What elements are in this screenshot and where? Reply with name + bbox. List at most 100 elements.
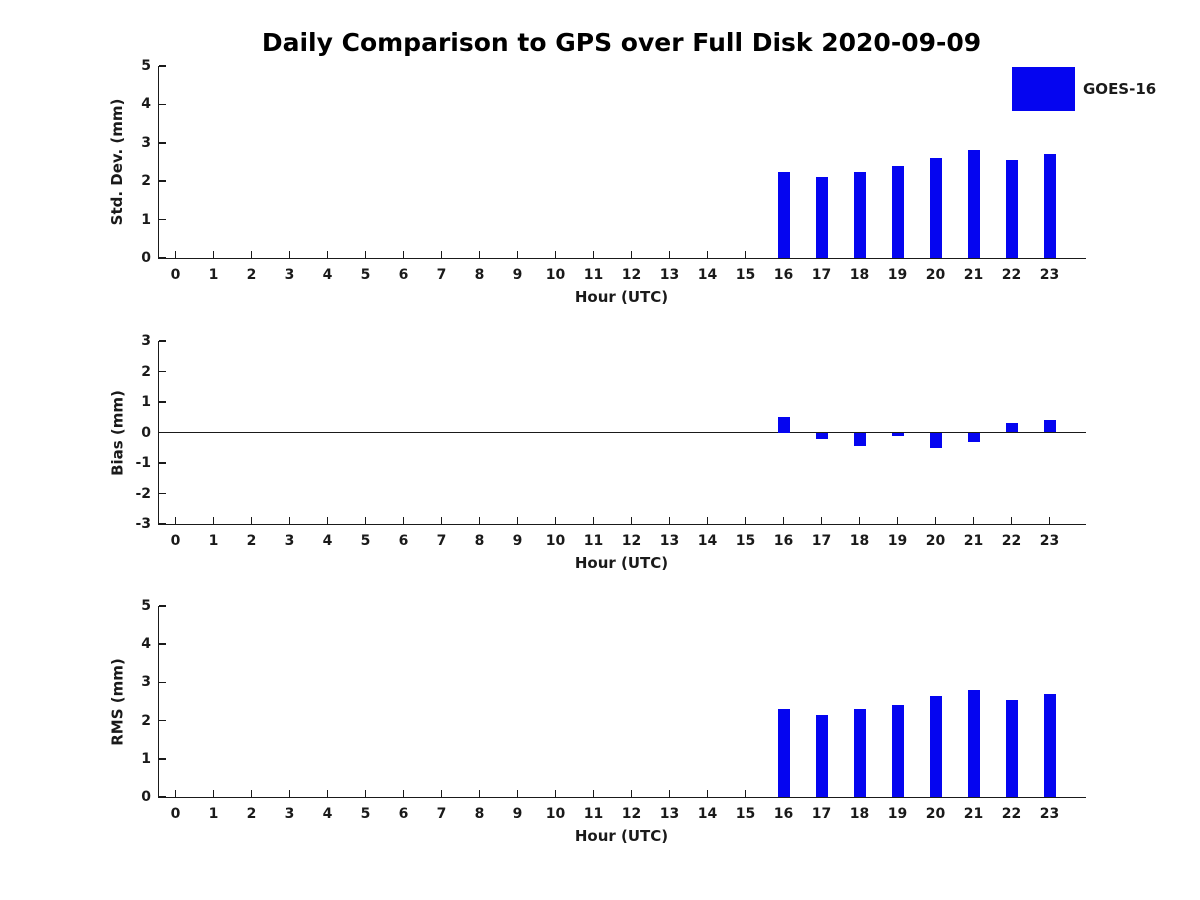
x-tick	[744, 790, 747, 797]
bar-stddev-22	[1005, 160, 1018, 258]
y-tick	[159, 523, 166, 525]
x-tick-label: 23	[1039, 267, 1060, 283]
y-tick	[159, 103, 166, 106]
x-tick-label: 1	[208, 267, 219, 283]
y-tick	[159, 180, 166, 182]
x-tick-label: 8	[474, 267, 485, 283]
y-tick-label: -2	[135, 485, 151, 502]
plot-area-bias: -3 -2 -1 0 1 2 3 0 1 2 3 4 5 6 7 8 9 10 11 12 13 14 15 16 17 18 19…	[135, 333, 1086, 549]
x-tick	[174, 251, 177, 258]
x-tick	[934, 517, 937, 524]
y-tick	[159, 796, 166, 798]
x-tick	[668, 251, 671, 258]
x-tick	[516, 790, 519, 797]
x-tick	[326, 251, 329, 258]
x-tick	[174, 517, 177, 524]
x-tick-label: 20	[925, 267, 946, 283]
x-tick	[212, 517, 215, 524]
x-tick-label: 1	[208, 533, 219, 549]
x-tick	[402, 790, 405, 797]
x-tick	[364, 251, 367, 258]
y-tick-label: -1	[135, 455, 151, 471]
x-tick-label: 9	[512, 806, 523, 822]
x-tick	[554, 517, 557, 524]
bar-stddev-23	[1043, 154, 1056, 258]
x-tick-label: 23	[1039, 806, 1060, 822]
x-tick-label: 6	[398, 533, 409, 549]
x-tick-label: 11	[583, 806, 604, 822]
bar-bias-18	[853, 432, 866, 447]
x-tick-label: 22	[1001, 267, 1022, 283]
y-tick	[159, 719, 166, 722]
x-tick	[744, 251, 747, 258]
x-tick-label: 4	[322, 267, 333, 283]
x-tick-label: 20	[925, 806, 946, 822]
y-tick	[159, 65, 166, 67]
x-tick	[402, 517, 405, 524]
x-tick	[288, 517, 291, 524]
x-tick	[592, 251, 595, 258]
bar-stddev-21	[967, 150, 980, 258]
y-tick	[159, 492, 166, 495]
bar-stddev-19	[891, 165, 904, 258]
bar-stddev-17	[815, 177, 828, 258]
y-tick	[159, 370, 166, 373]
x-axis-label-rms: Hour (UTC)	[574, 827, 669, 845]
bar-rms-20	[929, 695, 942, 797]
x-tick	[820, 517, 823, 524]
bar-bias-20	[929, 432, 942, 448]
x-tick-label: 0	[170, 806, 181, 822]
x-tick-label: 14	[697, 533, 718, 549]
x-tick-label: 7	[436, 806, 447, 822]
x-tick-label: 17	[811, 267, 832, 283]
y-tick	[159, 758, 166, 760]
y-axis-label-rms: RMS (mm)	[108, 657, 126, 746]
x-tick-label: 18	[849, 267, 870, 283]
x-tick	[212, 790, 215, 797]
x-tick	[478, 517, 481, 524]
x-tick-label: 7	[436, 267, 447, 283]
x-axis-label-stddev: Hour (UTC)	[574, 288, 669, 306]
x-tick-label: 10	[545, 267, 566, 283]
plot-area-rms: 0 1 2 3 4 5 0 1 2 3 4 5 6 7 8 9 10 11 12 13 14 15 16 17 18 19 20 21…	[141, 598, 1086, 822]
y-tick-label: 1	[141, 211, 151, 228]
x-tick-label: 3	[284, 806, 295, 822]
chart-title: Daily Comparison to GPS over Full Disk 2…	[261, 28, 982, 57]
y-tick	[159, 462, 166, 464]
x-tick-label: 5	[360, 533, 371, 549]
x-tick-label: 15	[735, 806, 756, 822]
x-tick	[630, 517, 633, 524]
legend-label: GOES-16	[1083, 80, 1157, 98]
y-tick-label: 0	[141, 250, 151, 266]
y-tick	[159, 401, 166, 403]
x-tick	[1048, 517, 1051, 524]
x-tick-label: 4	[322, 806, 333, 822]
x-tick-label: 19	[887, 806, 908, 822]
y-tick	[159, 218, 166, 221]
bar-bias-21	[967, 432, 980, 442]
x-tick	[706, 790, 709, 797]
x-tick-label: 21	[963, 267, 984, 283]
x-tick	[972, 517, 975, 524]
y-tick	[159, 605, 166, 607]
x-tick-label: 18	[849, 806, 870, 822]
legend: GOES-16	[1012, 67, 1156, 111]
bar-stddev-18	[853, 171, 866, 258]
x-tick	[554, 790, 557, 797]
x-tick-label: 20	[925, 533, 946, 549]
y-tick-label: 3	[141, 333, 151, 349]
y-tick-label: 0	[141, 789, 151, 805]
x-tick-label: 5	[360, 267, 371, 283]
x-tick-label: 14	[697, 267, 718, 283]
x-tick-label: 21	[963, 806, 984, 822]
x-tick	[326, 517, 329, 524]
x-tick-label: 13	[659, 533, 680, 549]
x-tick-label: 6	[398, 267, 409, 283]
y-tick-label: 1	[141, 394, 151, 410]
x-tick-label: 5	[360, 806, 371, 822]
x-tick-label: 9	[512, 533, 523, 549]
x-tick-label: 12	[621, 533, 642, 549]
bar-bias-23	[1043, 420, 1056, 433]
x-tick	[896, 517, 899, 524]
